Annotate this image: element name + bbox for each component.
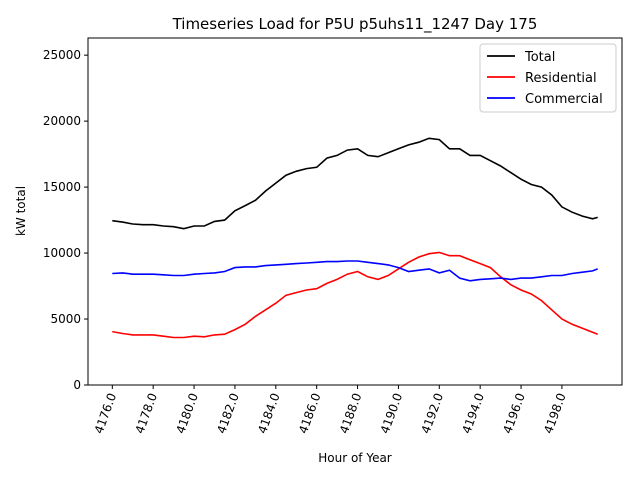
y-tick-label: 15000 [43,180,81,194]
legend-label-total: Total [524,50,555,65]
y-tick-label: 0 [73,378,81,392]
series-line-commercial [112,260,598,282]
x-tick-label: 4188.0 [337,391,365,435]
x-tick-label: 4180.0 [173,391,201,435]
x-tick-label: 4190.0 [378,391,406,435]
plot-frame [87,37,623,386]
x-tick-label: 4186.0 [296,391,324,435]
x-tick-label: 4176.0 [92,391,120,435]
x-tick-label: 4196.0 [500,391,528,435]
series-line-total [112,137,598,230]
x-tick-label: 4198.0 [541,391,569,435]
x-axis-label: Hour of Year [318,451,392,465]
x-tick-label: 4192.0 [419,391,447,435]
y-axis-label: kW total [14,186,28,236]
y-tick-label: 10000 [43,246,81,260]
x-tick-label: 4194.0 [459,391,487,435]
x-tick-label: 4184.0 [255,391,283,435]
y-tick-label: 20000 [43,114,81,128]
legend-box [479,43,617,113]
x-tick-label: 4178.0 [132,391,160,435]
x-tick-label: 4182.0 [214,391,242,435]
legend-label-commercial: Commercial [525,92,603,107]
chart-title: Timeseries Load for P5U p5uhs11_1247 Day… [172,15,538,34]
y-tick-label: 25000 [43,48,81,62]
legend: Total Residential Commercial [479,43,617,113]
legend-label-residential: Residential [525,71,597,86]
series-line-residential [112,251,598,339]
y-tick-label: 5000 [50,312,81,326]
